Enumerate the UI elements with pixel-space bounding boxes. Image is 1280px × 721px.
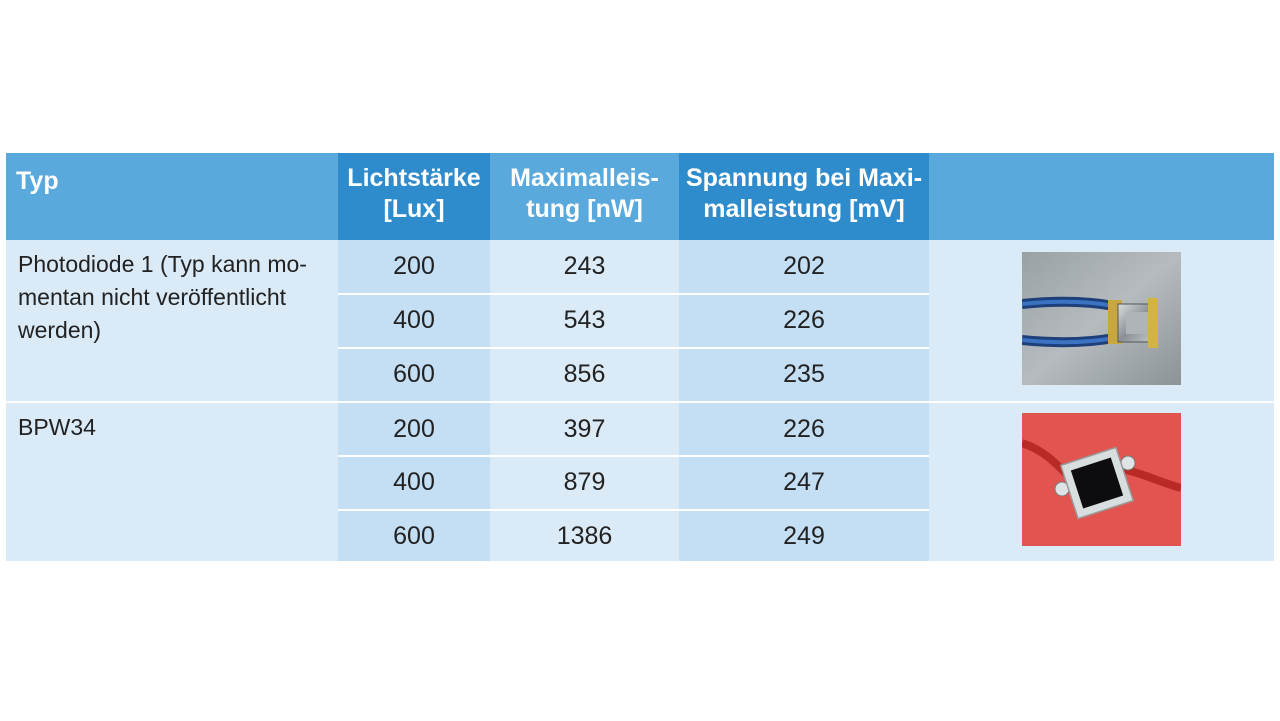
row-divider — [338, 455, 929, 457]
table-cell-mv: 235 — [783, 360, 825, 388]
nw-column-bg — [490, 403, 679, 561]
table-cell-nw: 856 — [563, 360, 606, 388]
typ-line: werden) — [18, 317, 102, 343]
table-cell-lux: 600 — [393, 360, 435, 388]
row-divider — [338, 347, 929, 349]
header-lichtstaerke-line1: Lichtstärke — [347, 164, 481, 192]
header-spannung-line2: malleistung [mV] — [703, 195, 905, 223]
header-maximalleistung-line2: tung [nW] — [526, 195, 643, 223]
header-typ: Typ — [6, 153, 338, 240]
photodiode-1-photo — [1022, 252, 1181, 385]
table-cell-lux: 200 — [393, 252, 435, 280]
table-cell-nw: 879 — [563, 468, 606, 496]
table-cell-lux: 400 — [393, 306, 435, 334]
table-cell-nw: 1386 — [556, 522, 613, 550]
table-cell-lux: 600 — [393, 522, 435, 550]
table-cell-mv: 202 — [783, 252, 825, 280]
comparison-table: Typ Lichtstärke [Lux] Maximalleis- tung … — [6, 153, 1274, 561]
table-cell-mv: 247 — [783, 468, 825, 496]
header-spannung-line1: Spannung bei Maxi- — [685, 164, 923, 192]
mv-column-bg — [679, 403, 929, 561]
lux-column-bg — [338, 240, 490, 401]
header-lichtstaerke-line2: [Lux] — [383, 195, 445, 223]
group-divider — [6, 401, 1274, 403]
typ-line: mentan nicht veröffentlicht — [18, 284, 287, 310]
typ-line: Photodiode 1 (Typ kann mo- — [18, 251, 307, 277]
header-lichtstaerke: Lichtstärke [Lux] — [338, 153, 490, 240]
table-cell-nw: 243 — [563, 252, 606, 280]
mv-column-bg — [679, 240, 929, 401]
table-cell-mv: 226 — [783, 306, 825, 334]
typ-cell-bpw34: BPW34 — [6, 403, 338, 561]
bpw34-photo — [1022, 413, 1181, 546]
header-spannung: Spannung bei Maxi- malleistung [mV] — [679, 153, 929, 240]
header-typ-label: Typ — [16, 167, 59, 195]
lux-column-bg — [338, 403, 490, 561]
row-divider — [338, 293, 929, 295]
header-image — [929, 153, 1274, 240]
header-maximalleistung-line1: Maximalleis- — [510, 164, 659, 192]
table-cell-lux: 400 — [393, 468, 435, 496]
nw-column-bg — [490, 240, 679, 401]
row-divider — [338, 509, 929, 511]
table-cell-mv: 226 — [783, 415, 825, 443]
header-maximalleistung: Maximalleis- tung [nW] — [490, 153, 679, 240]
table-cell-nw: 543 — [563, 306, 606, 334]
table-cell-nw: 397 — [563, 415, 606, 443]
table-cell-mv: 249 — [783, 522, 825, 550]
table-cell-lux: 200 — [393, 415, 435, 443]
typ-cell-photodiode-1: Photodiode 1 (Typ kann mo- mentan nicht … — [6, 240, 338, 401]
typ-line: BPW34 — [18, 414, 96, 440]
